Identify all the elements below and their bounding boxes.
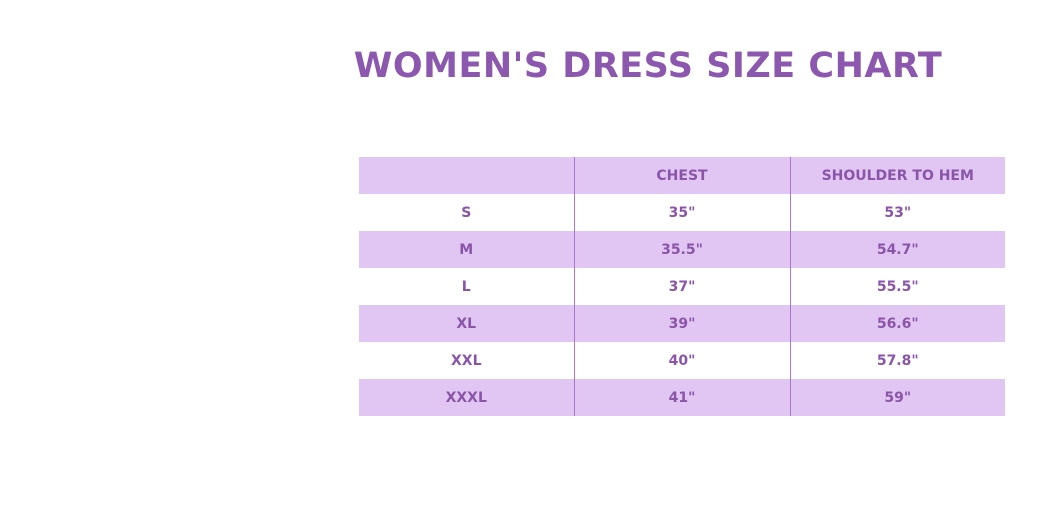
- table-row: XXL 40" 57.8": [359, 342, 1005, 379]
- table-row: XL 39" 56.6": [359, 305, 1005, 342]
- page-title: WOMEN'S DRESS SIZE CHART: [353, 46, 943, 86]
- table-row: XXXL 41" 59": [359, 379, 1005, 416]
- length-cell: 53": [789, 194, 1005, 231]
- size-cell: XXL: [450, 352, 482, 369]
- size-cell: XL: [359, 305, 574, 342]
- table-row: S 35" 53": [359, 194, 1005, 231]
- header-chest: CHEST: [573, 157, 790, 194]
- size-cell: L: [461, 278, 471, 295]
- header-shoulder-to-hem: SHOULDER TO HEM: [789, 157, 1005, 194]
- table-row: L 37" 55.5": [359, 268, 1005, 305]
- size-cell: M: [359, 231, 574, 268]
- header-size: [359, 157, 574, 194]
- table-header-row: CHEST SHOULDER TO HEM: [359, 157, 1005, 194]
- size-cell: S: [461, 204, 472, 221]
- table-row: M 35.5" 54.7": [359, 231, 1005, 268]
- length-cell: 59": [789, 379, 1005, 416]
- chest-cell: 40": [573, 342, 790, 379]
- size-table: CHEST SHOULDER TO HEM S 35" 53" M 35.5" …: [359, 157, 1005, 416]
- chest-cell: 35": [573, 194, 790, 231]
- chest-cell: 41": [573, 379, 790, 416]
- length-cell: 55.5": [789, 268, 1005, 305]
- chest-cell: 39": [573, 305, 790, 342]
- length-cell: 54.7": [789, 231, 1005, 268]
- size-cell: XXXL: [359, 379, 574, 416]
- length-cell: 56.6": [789, 305, 1005, 342]
- chest-cell: 37": [573, 268, 790, 305]
- length-cell: 57.8": [789, 342, 1005, 379]
- chest-cell: 35.5": [573, 231, 790, 268]
